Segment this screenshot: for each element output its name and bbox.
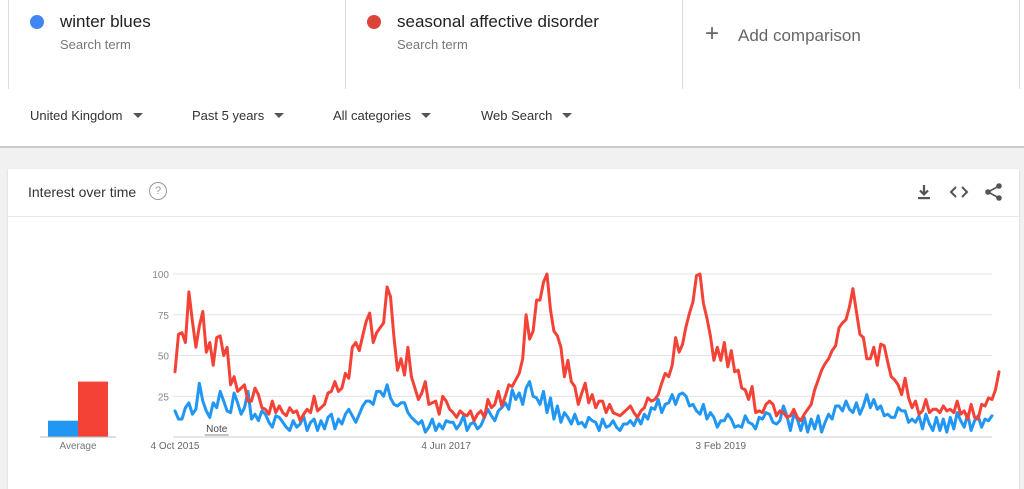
time-range-value: Past 5 years xyxy=(192,108,265,123)
embed-icon[interactable] xyxy=(948,181,970,203)
chevron-down-icon xyxy=(274,113,285,119)
series-color-dot xyxy=(30,15,44,29)
card-header: Interest over time ? xyxy=(8,169,1019,217)
term-winter-blues[interactable]: winter blues Search term xyxy=(8,0,345,89)
chevron-down-icon xyxy=(421,113,432,119)
x-tick-label: 3 Feb 2019 xyxy=(696,441,747,452)
region-dropdown[interactable]: United Kingdom xyxy=(30,108,143,123)
series-line xyxy=(173,380,994,434)
time-range-dropdown[interactable]: Past 5 years xyxy=(192,108,285,123)
category-value: All categories xyxy=(333,108,412,123)
series-color-dot xyxy=(367,15,381,29)
plus-icon: + xyxy=(705,20,720,47)
chevron-down-icon xyxy=(132,113,143,119)
y-tick-label: 75 xyxy=(158,311,170,322)
term-subtitle: Search term xyxy=(60,37,131,52)
share-icon[interactable] xyxy=(983,181,1005,203)
average-label: Average xyxy=(59,441,97,452)
term-subtitle: Search term xyxy=(397,37,468,52)
region-value: United Kingdom xyxy=(30,108,123,123)
average-bar-seasonal-affective-disorder xyxy=(78,381,108,437)
term-seasonal-affective-disorder[interactable]: seasonal affective disorder Search term xyxy=(345,0,682,89)
term-name: seasonal affective disorder xyxy=(397,12,599,31)
y-tick-label: 100 xyxy=(152,270,169,281)
card-title: Interest over time xyxy=(28,184,137,200)
filter-bar: United Kingdom Past 5 years All categori… xyxy=(0,90,1024,148)
y-tick-label: 25 xyxy=(158,392,170,403)
x-tick-label: 4 Oct 2015 xyxy=(151,441,200,452)
y-tick-label: 50 xyxy=(158,352,170,363)
add-comparison-button[interactable]: + Add comparison xyxy=(682,0,1020,89)
interest-over-time-chart: 25 50 75 100 4 Oct 2015 4 Jun 2017 3 Feb 2019 N… xyxy=(40,270,1001,452)
series-line xyxy=(173,272,1001,423)
interest-over-time-card: Interest over time ? 25 50 75 100 4 Oct 2015… xyxy=(8,169,1019,489)
note-annotation: Note xyxy=(206,424,228,435)
add-comparison-label: Add comparison xyxy=(738,26,861,45)
term-name: winter blues xyxy=(60,12,151,31)
download-icon[interactable] xyxy=(913,181,935,203)
average-bar-winter-blues xyxy=(48,420,78,437)
category-dropdown[interactable]: All categories xyxy=(333,108,432,123)
search-type-dropdown[interactable]: Web Search xyxy=(481,108,573,123)
chevron-down-icon xyxy=(562,113,573,119)
search-type-value: Web Search xyxy=(481,108,553,123)
search-terms-bar: winter blues Search term seasonal affect… xyxy=(0,0,1024,91)
x-tick-label: 4 Jun 2017 xyxy=(421,441,471,452)
help-icon[interactable]: ? xyxy=(149,182,167,200)
